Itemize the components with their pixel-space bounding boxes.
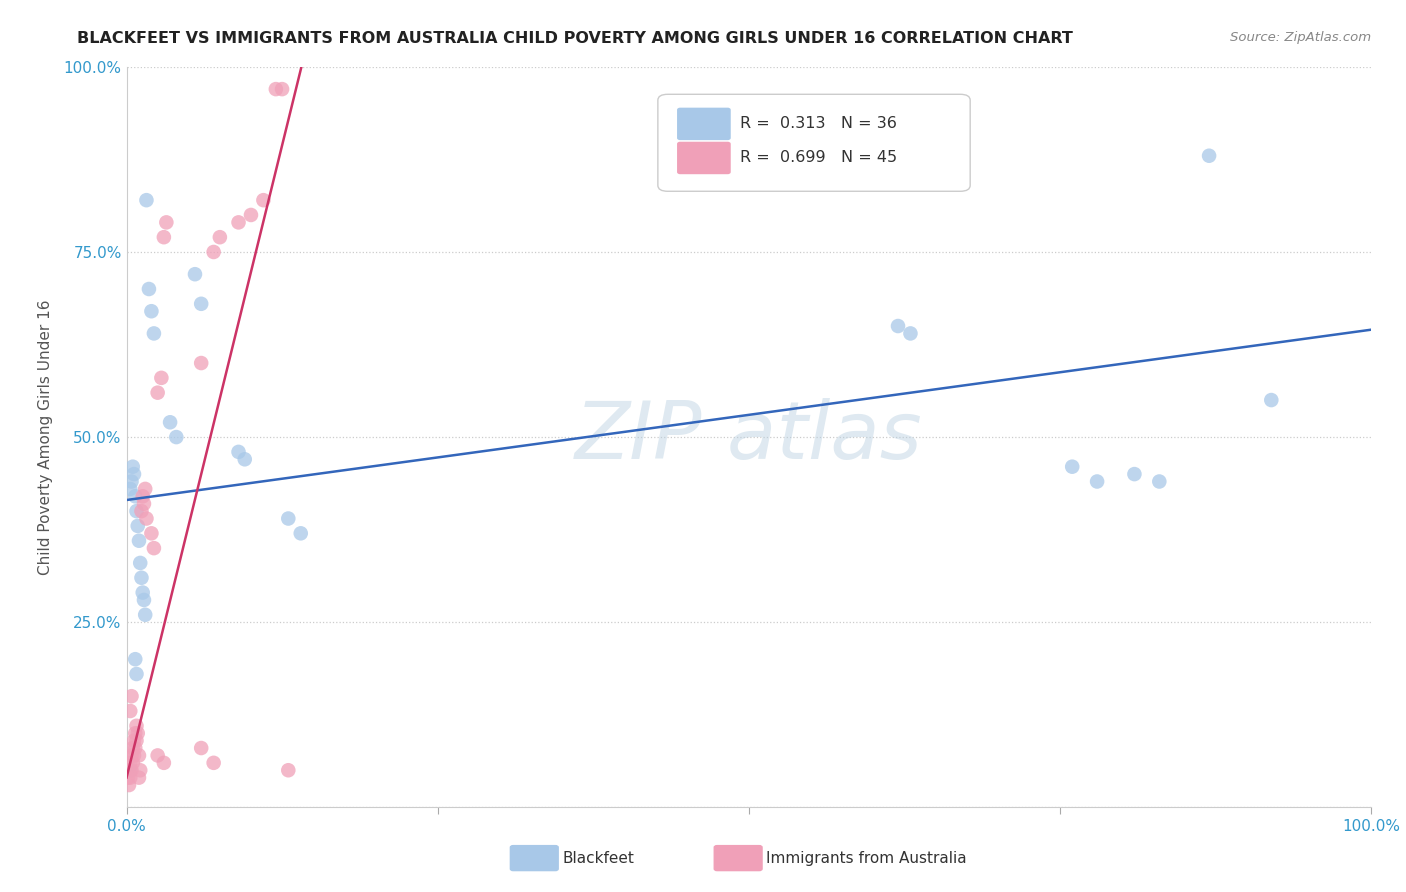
Point — [121, 459, 143, 474]
Point — [290, 526, 312, 541]
Text: R =  0.699   N = 45: R = 0.699 N = 45 — [740, 151, 897, 165]
Point — [118, 764, 141, 778]
Point — [1149, 475, 1171, 489]
Point — [190, 297, 212, 311]
Point — [132, 585, 155, 599]
Point — [134, 607, 156, 622]
Point — [150, 371, 173, 385]
Point — [129, 764, 152, 778]
Point — [264, 82, 287, 96]
Point — [128, 533, 150, 548]
Point — [1062, 459, 1084, 474]
Point — [134, 482, 156, 496]
Point — [184, 267, 207, 281]
Text: BLACKFEET VS IMMIGRANTS FROM AUSTRALIA CHILD POVERTY AMONG GIRLS UNDER 16 CORREL: BLACKFEET VS IMMIGRANTS FROM AUSTRALIA C… — [77, 31, 1073, 46]
Point — [190, 356, 212, 370]
Point — [127, 726, 149, 740]
Point — [125, 733, 148, 747]
Point — [165, 430, 187, 444]
Point — [1085, 475, 1108, 489]
Point — [121, 764, 143, 778]
Point — [132, 489, 155, 503]
Point — [146, 385, 169, 400]
Point — [208, 230, 231, 244]
Point — [233, 452, 256, 467]
Point — [153, 756, 176, 770]
Point — [131, 504, 153, 518]
Point — [120, 482, 142, 496]
Point — [153, 230, 176, 244]
Point — [1260, 392, 1282, 407]
Point — [121, 741, 143, 756]
Text: Source: ZipAtlas.com: Source: ZipAtlas.com — [1230, 31, 1371, 45]
Point — [131, 571, 153, 585]
Text: Blackfeet: Blackfeet — [562, 851, 634, 865]
Point — [142, 541, 165, 555]
Point — [202, 244, 225, 259]
Point — [132, 497, 155, 511]
Point — [135, 193, 157, 207]
Point — [120, 704, 142, 718]
Point — [120, 756, 142, 770]
Point — [135, 511, 157, 525]
Point — [117, 771, 139, 785]
Point — [128, 748, 150, 763]
Point — [141, 526, 163, 541]
Point — [141, 304, 163, 318]
FancyBboxPatch shape — [678, 108, 730, 139]
Point — [271, 82, 294, 96]
Point — [1123, 467, 1146, 482]
Point — [120, 764, 142, 778]
Point — [228, 215, 250, 229]
Point — [277, 764, 299, 778]
Point — [121, 475, 143, 489]
Point — [128, 771, 150, 785]
Point — [120, 771, 142, 785]
Text: ZIP atlas: ZIP atlas — [575, 398, 922, 476]
Point — [125, 504, 148, 518]
Point — [1198, 149, 1220, 163]
Point — [124, 741, 146, 756]
Point — [159, 415, 181, 429]
Point — [122, 733, 145, 747]
Point — [887, 318, 910, 333]
Point — [122, 467, 145, 482]
Point — [142, 326, 165, 341]
FancyBboxPatch shape — [678, 143, 730, 174]
Point — [122, 748, 145, 763]
Point — [121, 689, 143, 703]
Point — [124, 652, 146, 666]
Point — [146, 748, 169, 763]
Point — [125, 667, 148, 681]
Point — [252, 193, 274, 207]
Point — [129, 556, 152, 570]
Point — [124, 726, 146, 740]
Point — [900, 326, 922, 341]
Point — [155, 215, 177, 229]
Text: R =  0.313   N = 36: R = 0.313 N = 36 — [740, 117, 897, 131]
Point — [132, 593, 155, 607]
Point — [121, 748, 143, 763]
Point — [127, 519, 149, 533]
Point — [190, 741, 212, 756]
Point — [124, 489, 146, 503]
Point — [202, 756, 225, 770]
Point — [138, 282, 160, 296]
Y-axis label: Child Poverty Among Girls Under 16: Child Poverty Among Girls Under 16 — [38, 300, 52, 574]
Text: Immigrants from Australia: Immigrants from Australia — [766, 851, 967, 865]
Point — [239, 208, 263, 222]
FancyBboxPatch shape — [658, 95, 970, 191]
Point — [118, 778, 141, 792]
Point — [277, 511, 299, 525]
Point — [228, 445, 250, 459]
Point — [125, 719, 148, 733]
Point — [121, 756, 143, 770]
